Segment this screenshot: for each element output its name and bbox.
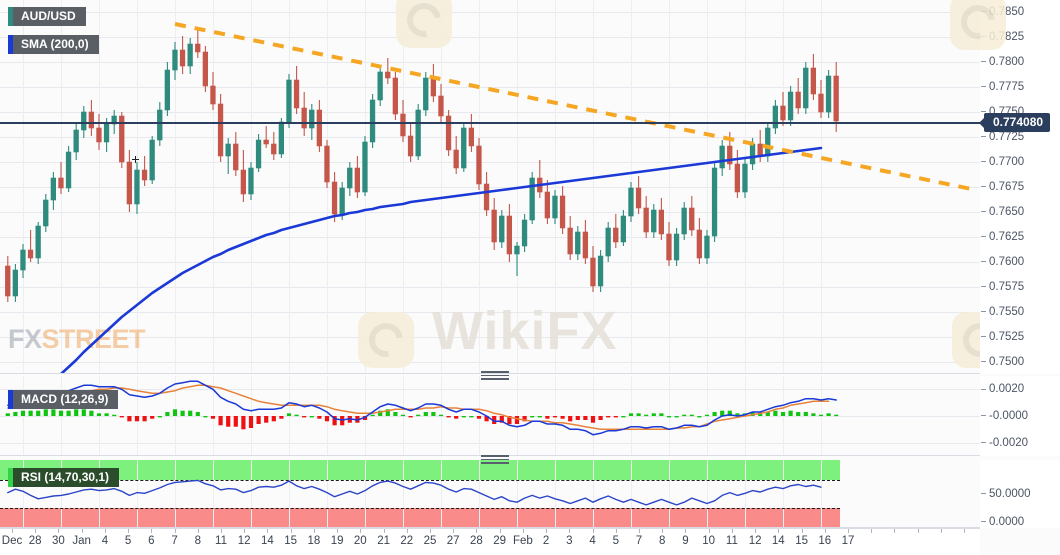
date-axis-tick: 7	[171, 535, 178, 547]
price-axis-tick: 0.7725	[980, 131, 1060, 143]
price-axis-tick: 0.7700	[980, 156, 1060, 168]
date-axis-tick: 30	[51, 535, 65, 547]
rsi-series	[7, 479, 822, 506]
price-axis-tick: 0.7500	[980, 356, 1060, 368]
rsi-axis-tick: 50.0000	[980, 488, 1060, 500]
price-axis-tick: 0.7800	[980, 56, 1060, 68]
date-axis-tick: 25	[423, 535, 437, 547]
macd-axis-tick: -0.0000	[980, 410, 1060, 422]
rsi-axis-tick: 0.0000	[980, 516, 1060, 528]
legend-macd[interactable]: MACD (12,26,9)	[8, 390, 119, 409]
date-axis-tick: 28	[469, 535, 483, 547]
date-axis-tick: 14	[260, 535, 274, 547]
date-axis-tick: 28	[28, 535, 42, 547]
macd-axis[interactable]: 0.0020 -0.0000 -0.0020	[980, 376, 1060, 456]
price-axis-tick: 0.7825	[980, 31, 1060, 43]
date-axis-tick: 8	[194, 535, 201, 547]
date-axis-tick: 9	[682, 535, 689, 547]
rsi-threshold-line	[0, 480, 840, 482]
macd-axis-tick: 0.0020	[980, 383, 1060, 395]
sma-label: SMA (200,0)	[13, 35, 99, 54]
price-axis-tick: 0.7600	[980, 256, 1060, 268]
date-axis-tick: 10	[702, 535, 716, 547]
date-axis-tick: Jan	[72, 535, 91, 547]
macd-panel-resize-handle[interactable]	[481, 371, 509, 380]
date-axis-tick: 7	[635, 535, 643, 547]
price-panel: FXSTREET WikiFX	[0, 0, 980, 374]
price-axis-tick: 0.7550	[980, 306, 1060, 318]
macd-series	[5, 380, 839, 436]
date-axis-tick: 11	[215, 535, 227, 547]
price-axis-tick: 0.7575	[980, 281, 1060, 293]
rsi-label: RSI (14,70,30,1)	[13, 468, 120, 487]
price-axis-tick: 0.7525	[980, 331, 1060, 343]
date-axis-tick: 5	[612, 535, 619, 547]
price-axis-tick: 0.7625	[980, 231, 1060, 243]
date-axis-tick: Feb	[512, 535, 533, 547]
symbol-label: AUD/USD	[13, 7, 86, 26]
legend-sma[interactable]: SMA (200,0)	[8, 35, 99, 54]
date-axis-tick: 6	[148, 535, 155, 547]
rsi-oversold-zone	[0, 507, 840, 527]
current-price-line	[0, 122, 980, 124]
date-axis-tick: 8	[658, 535, 666, 547]
macd-panel	[0, 376, 980, 456]
rsi-threshold-line	[0, 507, 840, 509]
date-axis-tick: 22	[400, 535, 414, 547]
date-axis-tick: 12	[237, 535, 251, 547]
candlestick-series	[5, 22, 977, 373]
price-axis-tick: 0.7775	[980, 81, 1060, 93]
date-axis-tick: 15	[795, 535, 808, 547]
macd-axis-tick: -0.0020	[980, 437, 1060, 449]
current-price-badge: 0.774080	[978, 113, 1051, 132]
date-axis-tick: 17	[841, 535, 855, 547]
legend-symbol[interactable]: AUD/USD	[8, 7, 86, 26]
date-axis-tick: 11	[725, 535, 738, 547]
symbol-color-swatch	[8, 7, 13, 26]
date-axis-tick: 18	[307, 535, 321, 547]
date-axis-tick: 4	[101, 535, 109, 547]
date-axis-tick: 2	[542, 535, 550, 547]
date-axis-tick: 15	[284, 535, 298, 547]
date-axis-tick: 5	[124, 535, 132, 547]
date-axis[interactable]: Dec 28 30 Jan 4 5 6 7 8 11 12 14 15 18 19 20 21 22 25 27 28 2…	[0, 528, 980, 555]
price-axis-tick: 0.7675	[980, 181, 1060, 193]
crosshair-marker	[132, 156, 139, 163]
date-axis-tick: 29	[493, 535, 507, 547]
price-axis-tick: 0.7850	[980, 6, 1060, 18]
date-axis-tick: 14	[771, 535, 785, 547]
date-axis-tick: 12	[748, 535, 762, 547]
rsi-axis[interactable]: 50.0000 0.0000	[980, 460, 1060, 528]
macd-label: MACD (12,26,9)	[13, 390, 119, 409]
rsi-panel	[0, 460, 980, 528]
date-axis-tick: 27	[446, 535, 460, 547]
rsi-panel-resize-handle[interactable]	[481, 455, 509, 464]
rsi-overbought-zone	[0, 460, 840, 481]
date-axis-tick: 4	[589, 535, 596, 547]
rsi-color-swatch	[8, 468, 13, 487]
date-axis-tick: 19	[330, 535, 344, 547]
macd-color-swatch	[8, 390, 13, 409]
price-axis[interactable]: 0.7850 0.7825 0.7800 0.7775 0.7750 0.7725 0.77…	[980, 0, 1060, 374]
sma-color-swatch	[8, 35, 13, 54]
price-axis-tick: 0.7650	[980, 206, 1060, 218]
date-axis-tick: 20	[353, 535, 367, 547]
legend-rsi[interactable]: RSI (14,70,30,1)	[8, 468, 120, 487]
date-axis-tick: 3	[566, 535, 573, 547]
date-axis-tick: Dec	[1, 535, 23, 547]
date-axis-tick: 21	[377, 535, 390, 547]
date-axis-tick: 16	[818, 535, 832, 547]
